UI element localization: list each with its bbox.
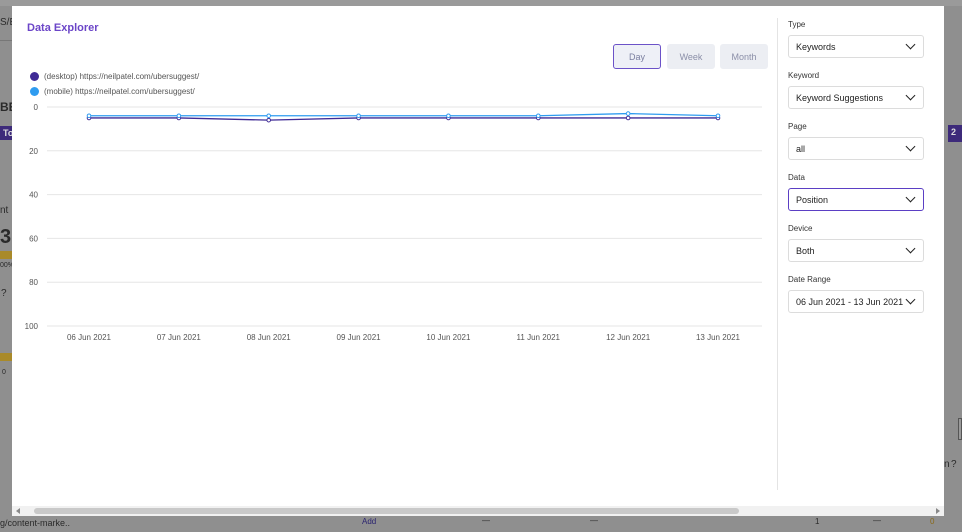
series-line-desktop — [89, 117, 718, 121]
modal-title: Data Explorer — [27, 22, 99, 34]
data-point — [266, 113, 272, 119]
data-point — [535, 113, 541, 119]
legend-item-mobile[interactable]: (mobile) https://neilpatel.com/ubersugge… — [30, 87, 195, 96]
y-tick-label: 0 — [34, 103, 39, 112]
series-line-mobile — [89, 112, 719, 117]
chevron-down-icon — [905, 90, 916, 101]
data-point — [86, 113, 92, 119]
legend-label-desktop: (desktop) https://neilpatel.com/ubersugg… — [44, 72, 200, 81]
y-tick-label: 60 — [29, 234, 38, 243]
scrollbar-thumb[interactable] — [34, 508, 739, 514]
type-select[interactable]: Keywords — [788, 35, 924, 58]
scroll-right-icon[interactable] — [936, 508, 940, 514]
background-top-strip — [0, 0, 962, 6]
x-tick-label: 09 Jun 2021 — [337, 333, 382, 342]
data-point — [625, 111, 631, 116]
background-footer-one: 1 — [815, 517, 820, 526]
keyword-select[interactable]: Keyword Suggestions — [788, 86, 924, 109]
background-right-box — [958, 418, 962, 440]
page-select[interactable]: all — [788, 137, 924, 160]
background-tab[interactable]: S/E — [0, 17, 17, 28]
legend-label-mobile: (mobile) https://neilpatel.com/ubersugge… — [44, 87, 195, 96]
x-tick-label: 12 Jun 2021 — [606, 333, 651, 342]
page-value: all — [796, 143, 806, 154]
data-point — [176, 113, 182, 119]
background-badge — [0, 251, 12, 259]
panel-divider — [777, 18, 778, 490]
data-point — [715, 113, 721, 119]
keyword-value: Keyword Suggestions — [796, 92, 884, 103]
y-tick-label: 20 — [29, 147, 38, 156]
background-label: nt — [0, 205, 9, 216]
keyword-label: Keyword — [788, 71, 820, 80]
chevron-down-icon — [905, 294, 916, 305]
background-right-help-icon: ? — [951, 459, 957, 470]
legend-dot-icon — [30, 87, 39, 96]
x-tick-label: 10 Jun 2021 — [426, 333, 471, 342]
filter-panel: Type Keywords Keyword Keyword Suggestion… — [788, 20, 924, 326]
x-tick-label: 08 Jun 2021 — [247, 333, 292, 342]
data-explorer-modal: Data Explorer Day Week Month (desktop) h… — [12, 6, 944, 516]
data-select[interactable]: Position — [788, 188, 924, 211]
date-range-label: Date Range — [788, 275, 831, 284]
device-value: Both — [796, 245, 815, 256]
x-tick-label: 13 Jun 2021 — [696, 333, 741, 342]
background-help-icon: ? — [1, 288, 7, 299]
y-tick-label: 100 — [25, 322, 39, 331]
horizontal-scrollbar[interactable] — [12, 506, 944, 516]
position-line-chart: 0 20 40 60 80 100 06 Jun 2021 07 Jun 2021 08 Jun… — [25, 103, 762, 342]
device-select[interactable]: Both — [788, 239, 924, 262]
background-footer-url[interactable]: g/content-marke.. — [0, 518, 71, 528]
background-footer-dash-3: — — [873, 516, 881, 525]
legend-item-desktop[interactable]: (desktop) https://neilpatel.com/ubersugg… — [30, 72, 199, 81]
data-point — [446, 113, 451, 119]
chevron-down-icon — [905, 141, 916, 152]
background-big-number: 3 — [0, 226, 12, 248]
chevron-down-icon — [905, 39, 916, 50]
background-footer-dash-1: — — [482, 516, 490, 525]
background-right-label: n — [944, 459, 950, 470]
chevron-down-icon — [905, 192, 916, 203]
type-label: Type — [788, 20, 806, 29]
date-range-value: 06 Jun 2021 - 13 Jun 2021 — [796, 296, 904, 307]
y-tick-label: 80 — [29, 278, 38, 287]
background-zero: 0 — [2, 369, 6, 376]
data-point — [625, 115, 631, 121]
type-value: Keywords — [796, 41, 836, 52]
background-footer-add[interactable]: Add — [362, 517, 377, 526]
legend-dot-icon — [30, 72, 39, 81]
background-divider — [0, 40, 12, 41]
x-tick-label: 11 Jun 2021 — [517, 333, 561, 342]
background-percent: 00% — [0, 262, 15, 269]
y-tick-label: 40 — [29, 191, 38, 200]
x-tick-label: 07 Jun 2021 — [157, 333, 202, 342]
background-footer-dash-2: — — [590, 516, 598, 525]
data-point — [266, 117, 272, 123]
background-right-button[interactable]: 2 — [948, 125, 962, 142]
range-week-button[interactable]: Week — [667, 44, 715, 69]
scroll-left-icon[interactable] — [16, 508, 20, 514]
data-value: Position — [796, 194, 829, 205]
range-day-button[interactable]: Day — [613, 44, 661, 69]
range-month-button[interactable]: Month — [720, 44, 768, 69]
date-range-select[interactable]: 06 Jun 2021 - 13 Jun 2021 — [788, 290, 924, 313]
x-tick-label: 06 Jun 2021 — [67, 333, 112, 342]
background-footer-zero: 0 — [930, 517, 935, 526]
device-label: Device — [788, 224, 813, 233]
page-label: Page — [788, 122, 807, 131]
background-badge-2 — [0, 353, 12, 361]
data-point — [356, 113, 361, 119]
chevron-down-icon — [905, 243, 916, 254]
data-label: Data — [788, 173, 805, 182]
